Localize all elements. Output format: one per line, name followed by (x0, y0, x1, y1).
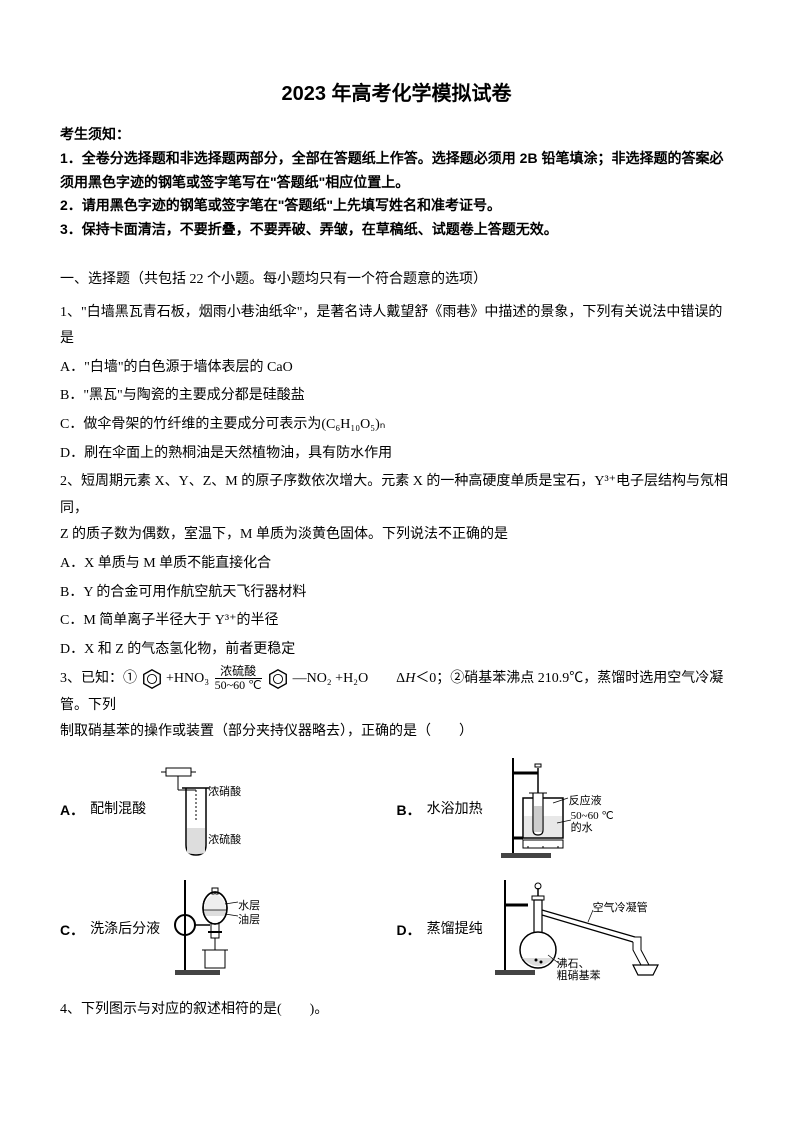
q3-mid1: +HNO₃ (166, 671, 209, 686)
diagram-mix-acid: 浓硝酸 浓硫酸 (156, 760, 256, 860)
q3-options-row1: A． 配制混酸 浓硝酸 浓硫酸 B． 水浴加热 (60, 754, 733, 867)
q3-options-row2: C． 洗涤后分液 (60, 875, 733, 985)
label-oil-layer: 油层 (238, 910, 260, 931)
q1-option-d: D．刷在伞面上的熟桐油是天然植物油，具有防水作用 (60, 441, 733, 468)
question-2-line2: Z 的质子数为偶数，室温下，M 单质为淡黄色固体。下列说法不正确的是 (60, 522, 733, 549)
q3d-label: D． (397, 917, 421, 944)
test-tube-icon (156, 760, 256, 860)
q2-option-b: B．Y 的合金可用作航空航天飞行器材料 (60, 580, 733, 607)
question-4: 4、下列图示与对应的叙述相符的是( )。 (60, 997, 733, 1024)
label-temp-2: 的水 (571, 822, 593, 834)
q1-option-a: A．"白墙"的白色源于墙体表层的 CaO (60, 355, 733, 382)
separating-funnel-icon (170, 880, 290, 980)
section-1-header: 一、选择题（共包括 22 个小题。每小题均只有一个符合题意的选项） (60, 267, 733, 294)
q2-option-c: C．M 简单离子半径大于 Y³⁺的半径 (60, 608, 733, 635)
label-nitric: 浓硝酸 (208, 782, 241, 803)
instruction-3: 3．保持卡面清洁，不要折叠，不要弄破、弄皱，在草稿纸、试题卷上答题无效。 (60, 218, 733, 242)
q3-mid2b: H (405, 671, 415, 686)
q3c-label: C． (60, 917, 84, 944)
label-crude-2: 粗硝基苯 (557, 970, 601, 982)
benzene-icon-2 (267, 668, 289, 690)
q3-option-d: D． 蒸馏提纯 (397, 875, 734, 985)
label-crude-1: 沸石、 (557, 958, 590, 970)
instruction-1: 1．全卷分选择题和非选择题两部分，全部在答题纸上作答。选择题必须用 2B 铅笔填… (60, 147, 733, 195)
diagram-water-bath: 反应液 50~60 ℃ 的水 (493, 758, 623, 863)
q3-mid2: —NO₂ +H₂O Δ (293, 671, 406, 686)
instructions-header: 考生须知： (60, 123, 733, 147)
reaction-arrow: 浓硫酸 50~60 ℃ (215, 665, 262, 692)
question-3: 3、已知：① +HNO₃ 浓硫酸 50~60 ℃ —NO₂ +H₂O ΔH＜0；… (60, 665, 733, 719)
q3b-text: 水浴加热 (427, 797, 483, 824)
label-crude: 沸石、 粗硝基苯 (557, 958, 601, 982)
q2-option-a: A．X 单质与 M 单质不能直接化合 (60, 551, 733, 578)
q3-option-b: B． 水浴加热 反应液 (397, 754, 734, 867)
instructions-block: 考生须知： 1．全卷分选择题和非选择题两部分，全部在答题纸上作答。选择题必须用 … (60, 123, 733, 242)
q3-option-a: A． 配制混酸 浓硝酸 浓硫酸 (60, 754, 397, 867)
q2-option-d: D．X 和 Z 的气态氢化物，前者更稳定 (60, 637, 733, 664)
q3a-label: A． (60, 797, 84, 824)
label-reaction-liquid: 反应液 (569, 791, 602, 812)
arrow-top: 浓硫酸 (215, 665, 262, 678)
label-sulfuric: 浓硫酸 (208, 830, 241, 851)
page-title: 2023 年高考化学模拟试卷 (60, 75, 733, 113)
q3b-label: B． (397, 797, 421, 824)
q3c-text: 洗涤后分液 (90, 917, 160, 944)
instruction-2: 2．请用黑色字迹的钢笔或签字笔在"答题纸"上先填写姓名和准考证号。 (60, 194, 733, 218)
q3a-text: 配制混酸 (90, 797, 146, 824)
q1-option-c: C．做伞骨架的竹纤维的主要成分可表示为(C₆H₁₀O₅)ₙ (60, 412, 733, 439)
question-3-line2: 制取硝基苯的操作或装置（部分夹持仪器略去），正确的是（ ） (60, 719, 733, 746)
q3d-text: 蒸馏提纯 (427, 917, 483, 944)
label-air-condenser: 空气冷凝管 (593, 898, 648, 919)
q3-pre: 3、已知：① (60, 671, 137, 686)
diagram-distill: 空气冷凝管 沸石、 粗硝基苯 (493, 880, 683, 980)
question-1: 1、"白墙黑瓦青石板，烟雨小巷油纸伞"，是著名诗人戴望舒《雨巷》中描述的景象，下… (60, 300, 733, 353)
arrow-bot: 50~60 ℃ (215, 678, 262, 692)
question-2-line1: 2、短周期元素 X、Y、Z、M 的原子序数依次增大。元素 X 的一种高硬度单质是… (60, 469, 733, 522)
benzene-icon (141, 668, 163, 690)
diagram-separate: 水层 油层 (170, 880, 290, 980)
q3-option-c: C． 洗涤后分液 (60, 875, 397, 985)
q1-option-b: B．"黑瓦"与陶瓷的主要成分都是硅酸盐 (60, 383, 733, 410)
label-temp-1: 50~60 ℃ (571, 810, 614, 822)
label-temp: 50~60 ℃ 的水 (571, 810, 614, 834)
